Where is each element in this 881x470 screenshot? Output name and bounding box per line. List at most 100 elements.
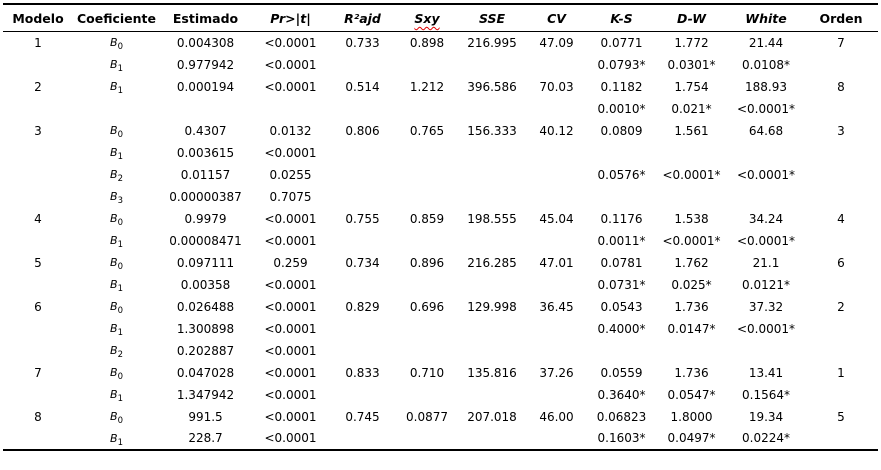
cell-r2ajd: 0.733: [345, 35, 380, 50]
table-body: 1 B0 0.004308 <0.0001 0.733 0.898 216.99…: [3, 32, 878, 450]
cell-orden: 5: [837, 409, 845, 424]
cell-sse: 198.555: [467, 211, 517, 226]
cell-modelo: 1: [34, 35, 42, 50]
col-header-sse: SSE: [459, 4, 525, 32]
coefficient-symbol: B: [110, 146, 118, 159]
cell-sxy: 1.212: [409, 79, 445, 94]
cell-cv: 70.03: [539, 79, 574, 94]
cell-sxy: 0.896: [409, 255, 445, 270]
cell-sxy: 0.710: [409, 365, 445, 380]
cell-white: 37.32: [748, 299, 784, 314]
cell-ks: 0.0559: [600, 365, 643, 380]
cell-dw: 1.736: [674, 365, 709, 380]
cell-sse: [459, 274, 525, 296]
cell-modelo: [3, 186, 73, 208]
cell-r2ajd: [330, 186, 395, 208]
coefficient-symbol: B: [110, 366, 118, 379]
table-row: 8 B0 991.5 <0.0001 0.745 0.0877 207.018 …: [3, 406, 878, 428]
cell-coeficiente: B1: [73, 318, 160, 340]
cell-estimado: 0.000194: [176, 79, 235, 94]
cell-coeficiente: B1: [73, 54, 160, 76]
cell-coeficiente: B1: [73, 230, 160, 252]
cell-pr-t: <0.0001: [264, 299, 317, 314]
col-header-white: White: [728, 4, 804, 32]
table-row: B1 0.00008471 <0.0001 0.0011* <0.0001* <…: [3, 230, 878, 252]
cell-white: [728, 340, 804, 362]
cell-ks: 0.0793*: [597, 57, 646, 72]
coefficient-subscript: 1: [117, 152, 123, 163]
cell-cv: 47.09: [539, 35, 574, 50]
cell-sxy: 0.898: [409, 35, 445, 50]
coefficient-subscript: 1: [117, 394, 123, 405]
coefficient-symbol: B: [110, 168, 118, 181]
cell-sxy: 0.0877: [406, 409, 448, 424]
cell-ks: 0.1603*: [597, 431, 646, 445]
cell-ks: [588, 340, 655, 362]
coefficient-symbol: B: [110, 278, 118, 291]
cell-dw: 1.736: [674, 299, 709, 314]
cell-dw: [655, 340, 728, 362]
cell-r2ajd: [330, 230, 395, 252]
cell-coeficiente: B0: [73, 296, 160, 318]
cell-ks: [588, 186, 655, 208]
coefficient-subscript: 2: [117, 174, 123, 185]
cell-estimado: 0.4307: [184, 123, 227, 138]
cell-orden: 8: [837, 79, 845, 94]
cell-pr-t: <0.0001: [264, 321, 317, 336]
table-header: Modelo Coeficiente Estimado Pr>|t| R²ajd…: [3, 4, 878, 32]
cell-ks: 0.0731*: [597, 277, 646, 292]
cell-pr-t: <0.0001: [264, 79, 317, 94]
coefficient-subscript: 0: [117, 306, 123, 317]
cell-cv: 36.45: [539, 299, 574, 314]
cell-modelo: 7: [34, 365, 42, 380]
cell-white: 21.44: [748, 35, 784, 50]
cell-pr-t: 0.0255: [269, 167, 312, 182]
cell-coeficiente: B0: [73, 406, 160, 428]
cell-dw: <0.0001*: [662, 233, 721, 248]
cell-coeficiente: B2: [73, 340, 160, 362]
table-row: 4 B0 0.9979 <0.0001 0.755 0.859 198.555 …: [3, 208, 878, 230]
cell-modelo: 4: [34, 211, 42, 226]
cell-estimado: 0.047028: [176, 365, 235, 380]
cell-r2ajd: 0.829: [345, 299, 380, 314]
coefficient-symbol: B: [110, 344, 118, 357]
cell-dw: 1.538: [674, 211, 709, 226]
cell-sse: [459, 384, 525, 406]
coefficient-symbol: B: [110, 256, 118, 269]
cell-coeficiente: B0: [73, 32, 160, 54]
cell-ks: 0.0771: [600, 35, 643, 50]
cell-estimado: 0.026488: [176, 299, 235, 314]
table-row: 6 B0 0.026488 <0.0001 0.829 0.696 129.99…: [3, 296, 878, 318]
cell-ks: 0.3640*: [597, 387, 646, 402]
cell-cv: [525, 186, 588, 208]
cell-cv: [525, 98, 588, 120]
table-row: B1 0.977942 <0.0001 0.0793* 0.0301* 0.01…: [3, 54, 878, 76]
cell-dw: 0.025*: [671, 277, 712, 292]
cell-orden: [804, 164, 878, 186]
cell-pr-t: [251, 98, 330, 120]
coefficient-symbol: B: [110, 212, 118, 225]
cell-sse: 129.998: [467, 299, 517, 314]
cell-estimado: 991.5: [188, 409, 223, 424]
cell-ks: 0.0011*: [597, 233, 646, 248]
cell-estimado: 0.097111: [176, 255, 235, 270]
cell-white: [728, 186, 804, 208]
cell-white: <0.0001*: [736, 101, 796, 116]
cell-sse: [459, 340, 525, 362]
cell-dw: 1.762: [674, 255, 709, 270]
cell-sse: 396.586: [467, 79, 517, 94]
coefficient-symbol: B: [110, 410, 118, 423]
cell-pr-t: <0.0001: [264, 277, 317, 292]
col-header-ks: K-S: [588, 4, 655, 32]
cell-orden: [804, 274, 878, 296]
cell-ks: 0.06823: [596, 409, 647, 424]
cell-coeficiente: B0: [73, 252, 160, 274]
cell-coeficiente: B1: [73, 142, 160, 164]
cell-white: 0.0108*: [742, 57, 790, 72]
cell-sse: 156.333: [467, 123, 517, 138]
cell-estimado: 0.202887: [176, 343, 235, 358]
cell-coeficiente: B0: [73, 120, 160, 142]
cell-r2ajd: [330, 98, 395, 120]
cell-estimado: [160, 98, 251, 120]
cell-orden: [804, 340, 878, 362]
